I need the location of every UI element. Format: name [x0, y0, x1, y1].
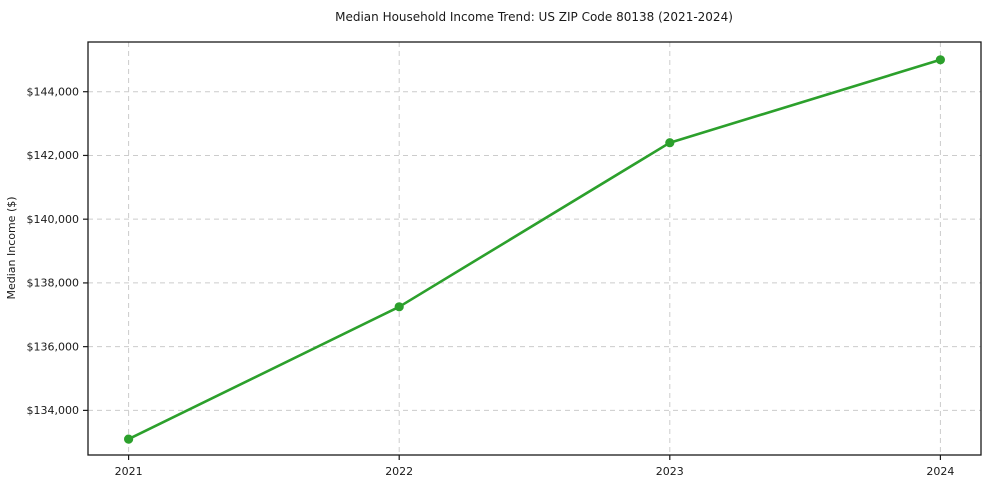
y-tick-label: $144,000 [27, 86, 80, 99]
data-point-marker [935, 55, 946, 65]
x-tick-label: 2024 [926, 465, 954, 478]
y-tick-label: $134,000 [27, 404, 80, 417]
data-point-marker [665, 138, 675, 148]
data-point-marker [394, 302, 404, 312]
y-tick-label: $140,000 [27, 213, 80, 226]
y-tick-label: $138,000 [27, 277, 80, 290]
axes-layer: 2021 2022 2023 2024 $134,000 $136,000 $138,000… [27, 41, 982, 478]
chart-title: Median Household Income Trend: US ZIP Co… [335, 10, 733, 24]
y-tick-label: $142,000 [27, 149, 80, 162]
x-tick-label: 2022 [385, 465, 413, 478]
trend-line [127, 58, 942, 441]
y-tick-label: $136,000 [27, 340, 80, 353]
series-layer [124, 55, 946, 444]
x-tick-label: 2021 [115, 465, 143, 478]
plot-border [87, 41, 982, 456]
data-point-marker [124, 434, 134, 444]
y-axis-label: Median Income ($) [5, 196, 18, 299]
grid-layer [88, 42, 981, 455]
x-tick-label: 2023 [656, 465, 684, 478]
